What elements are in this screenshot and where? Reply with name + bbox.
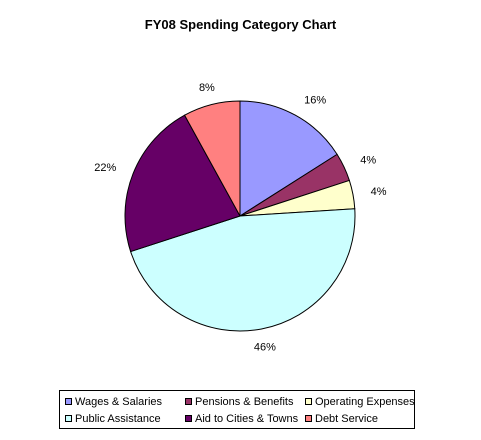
data-label: 46% xyxy=(254,342,276,354)
slice-public-assistance xyxy=(129,208,356,332)
slice-debt-service xyxy=(183,100,241,217)
legend-label: Operating Expenses xyxy=(315,396,415,408)
slice-aid-cities-towns xyxy=(124,114,241,253)
legend-swatch xyxy=(305,415,312,422)
legend-label: Debt Service xyxy=(315,413,378,425)
legend-swatch xyxy=(65,398,72,405)
legend-swatch xyxy=(185,415,192,422)
data-label: 22% xyxy=(94,162,116,174)
legend-label: Pensions & Benefits xyxy=(195,396,294,408)
legend-swatch xyxy=(65,415,72,422)
data-label: 4% xyxy=(371,186,387,198)
data-label: 16% xyxy=(304,95,326,107)
legend-label: Aid to Cities & Towns xyxy=(195,413,299,425)
legend-label: Wages & Salaries xyxy=(75,396,163,408)
legend-swatch xyxy=(185,398,192,405)
chart-title: FY08 Spending Category Chart xyxy=(144,17,337,32)
legend-swatch xyxy=(305,398,312,405)
legend-label: Public Assistance xyxy=(75,413,161,425)
data-label: 8% xyxy=(199,82,215,94)
data-label: 4% xyxy=(360,154,376,166)
legend: Wages & Salaries Pensions & Benefits Ope… xyxy=(59,390,415,429)
slice-wages-salaries xyxy=(239,100,338,217)
